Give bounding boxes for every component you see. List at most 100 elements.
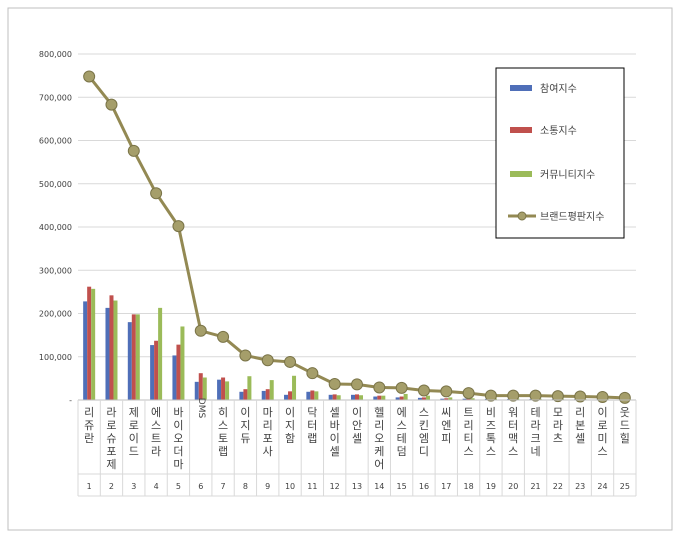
bar-2-17 [444,398,449,400]
bar-2-18 [466,398,471,400]
x-axis: 리 쥬 란 1 라 로 슈 포 제 2 제 로 이 드 3 에 스 트 라 4 바 이 오 더 마 5 DMS 6 히 스 토 랩 7 이 지 듀 8 마… [77,398,637,497]
x-rank-label: 15 [397,482,407,491]
bar-3-1 [91,288,96,400]
x-rank-label: 22 [553,482,563,491]
bar-1-15 [395,397,400,400]
brand-index-point-7 [217,330,230,343]
bar-2-15 [399,396,404,400]
x-category-label: DMS [196,398,206,419]
legend-label: 커뮤니티지수 [540,169,595,181]
bar-2-10 [288,391,293,400]
bar-3-6 [202,377,207,400]
x-rank-label: 25 [620,482,630,491]
legend-box [495,67,625,239]
bar-1-1 [83,301,88,400]
brand-index-point-15 [395,381,408,394]
x-rank-label: 5 [176,482,181,491]
x-rank-label: 7 [221,482,226,491]
bar-3-7 [225,381,230,400]
brand-index-point-11 [306,367,319,380]
x-rank-label: 13 [352,482,362,491]
brand-index-point-4 [150,187,163,200]
bar-3-8 [247,376,252,400]
bar-3-2 [113,300,118,400]
x-rank-label: 4 [154,482,159,491]
legend-marker [517,211,527,221]
y-tick-label: 400,000 [39,223,72,232]
brand-index-point-17 [440,385,453,398]
brand-index-point-20 [507,389,520,402]
bar-3-14 [381,395,386,400]
bar-1-10 [284,394,289,400]
bar-3-17 [448,397,453,400]
brand-index-point-23 [574,390,587,403]
x-rank-label: 10 [285,482,295,491]
bar-3-18 [470,398,475,400]
bar-3-16 [425,395,430,400]
legend-swatch [510,85,532,91]
bar-2-4 [154,340,159,400]
x-rank-label: 3 [131,482,136,491]
x-rank-label: 20 [508,482,518,491]
brand-index-point-6 [194,324,207,337]
bar-1-18 [462,398,467,400]
x-rank-label: 19 [486,482,496,491]
bar-1-11 [306,391,311,400]
bar-2-16 [421,397,426,400]
bar-1-5 [172,355,177,400]
brand-index-point-25 [618,391,631,404]
brand-index-point-3 [127,144,140,157]
legend-swatch [510,171,532,177]
x-rank-label: 2 [109,482,114,491]
bar-1-8 [239,391,244,400]
brand-index-point-19 [484,389,497,402]
y-tick-label: 200,000 [39,310,72,319]
y-tick-label: 700,000 [39,93,72,102]
brand-index-point-24 [596,390,609,403]
bar-3-3 [135,314,140,400]
brand-index-point-10 [284,355,297,368]
x-rank-label: 24 [597,482,607,491]
x-rank-label: 12 [330,482,340,491]
x-rank-label: 17 [441,482,451,491]
bar-2-8 [243,389,248,400]
bar-1-9 [261,390,266,400]
bar-3-11 [314,391,319,400]
brand-index-point-2 [105,98,118,111]
x-rank-label: 8 [243,482,248,491]
bar-1-16 [417,397,422,400]
brand-index-point-9 [261,354,274,367]
x-rank-label: 23 [575,482,585,491]
x-rank-label: 1 [87,482,92,491]
bar-3-15 [403,393,408,400]
brand-index-point-1 [83,70,96,83]
x-rank-label: 21 [530,482,540,491]
bar-3-9 [269,380,274,400]
brand-index-point-5 [172,220,185,233]
y-tick-label: 300,000 [39,266,72,275]
bar-1-13 [351,394,355,400]
bar-1-6 [194,381,199,400]
bar-1-2 [105,307,110,400]
y-axis-ticks: - 100,000 200,000 300,000 400,000 500,000 600,… [39,50,72,405]
bar-2-12 [332,394,337,400]
legend-label: 브랜드평판지수 [540,211,604,223]
bar-3-10 [292,375,297,400]
bar-2-11 [310,390,315,400]
bar-2-14 [377,395,382,400]
brand-index-point-21 [529,389,542,402]
bar-2-7 [221,377,226,400]
